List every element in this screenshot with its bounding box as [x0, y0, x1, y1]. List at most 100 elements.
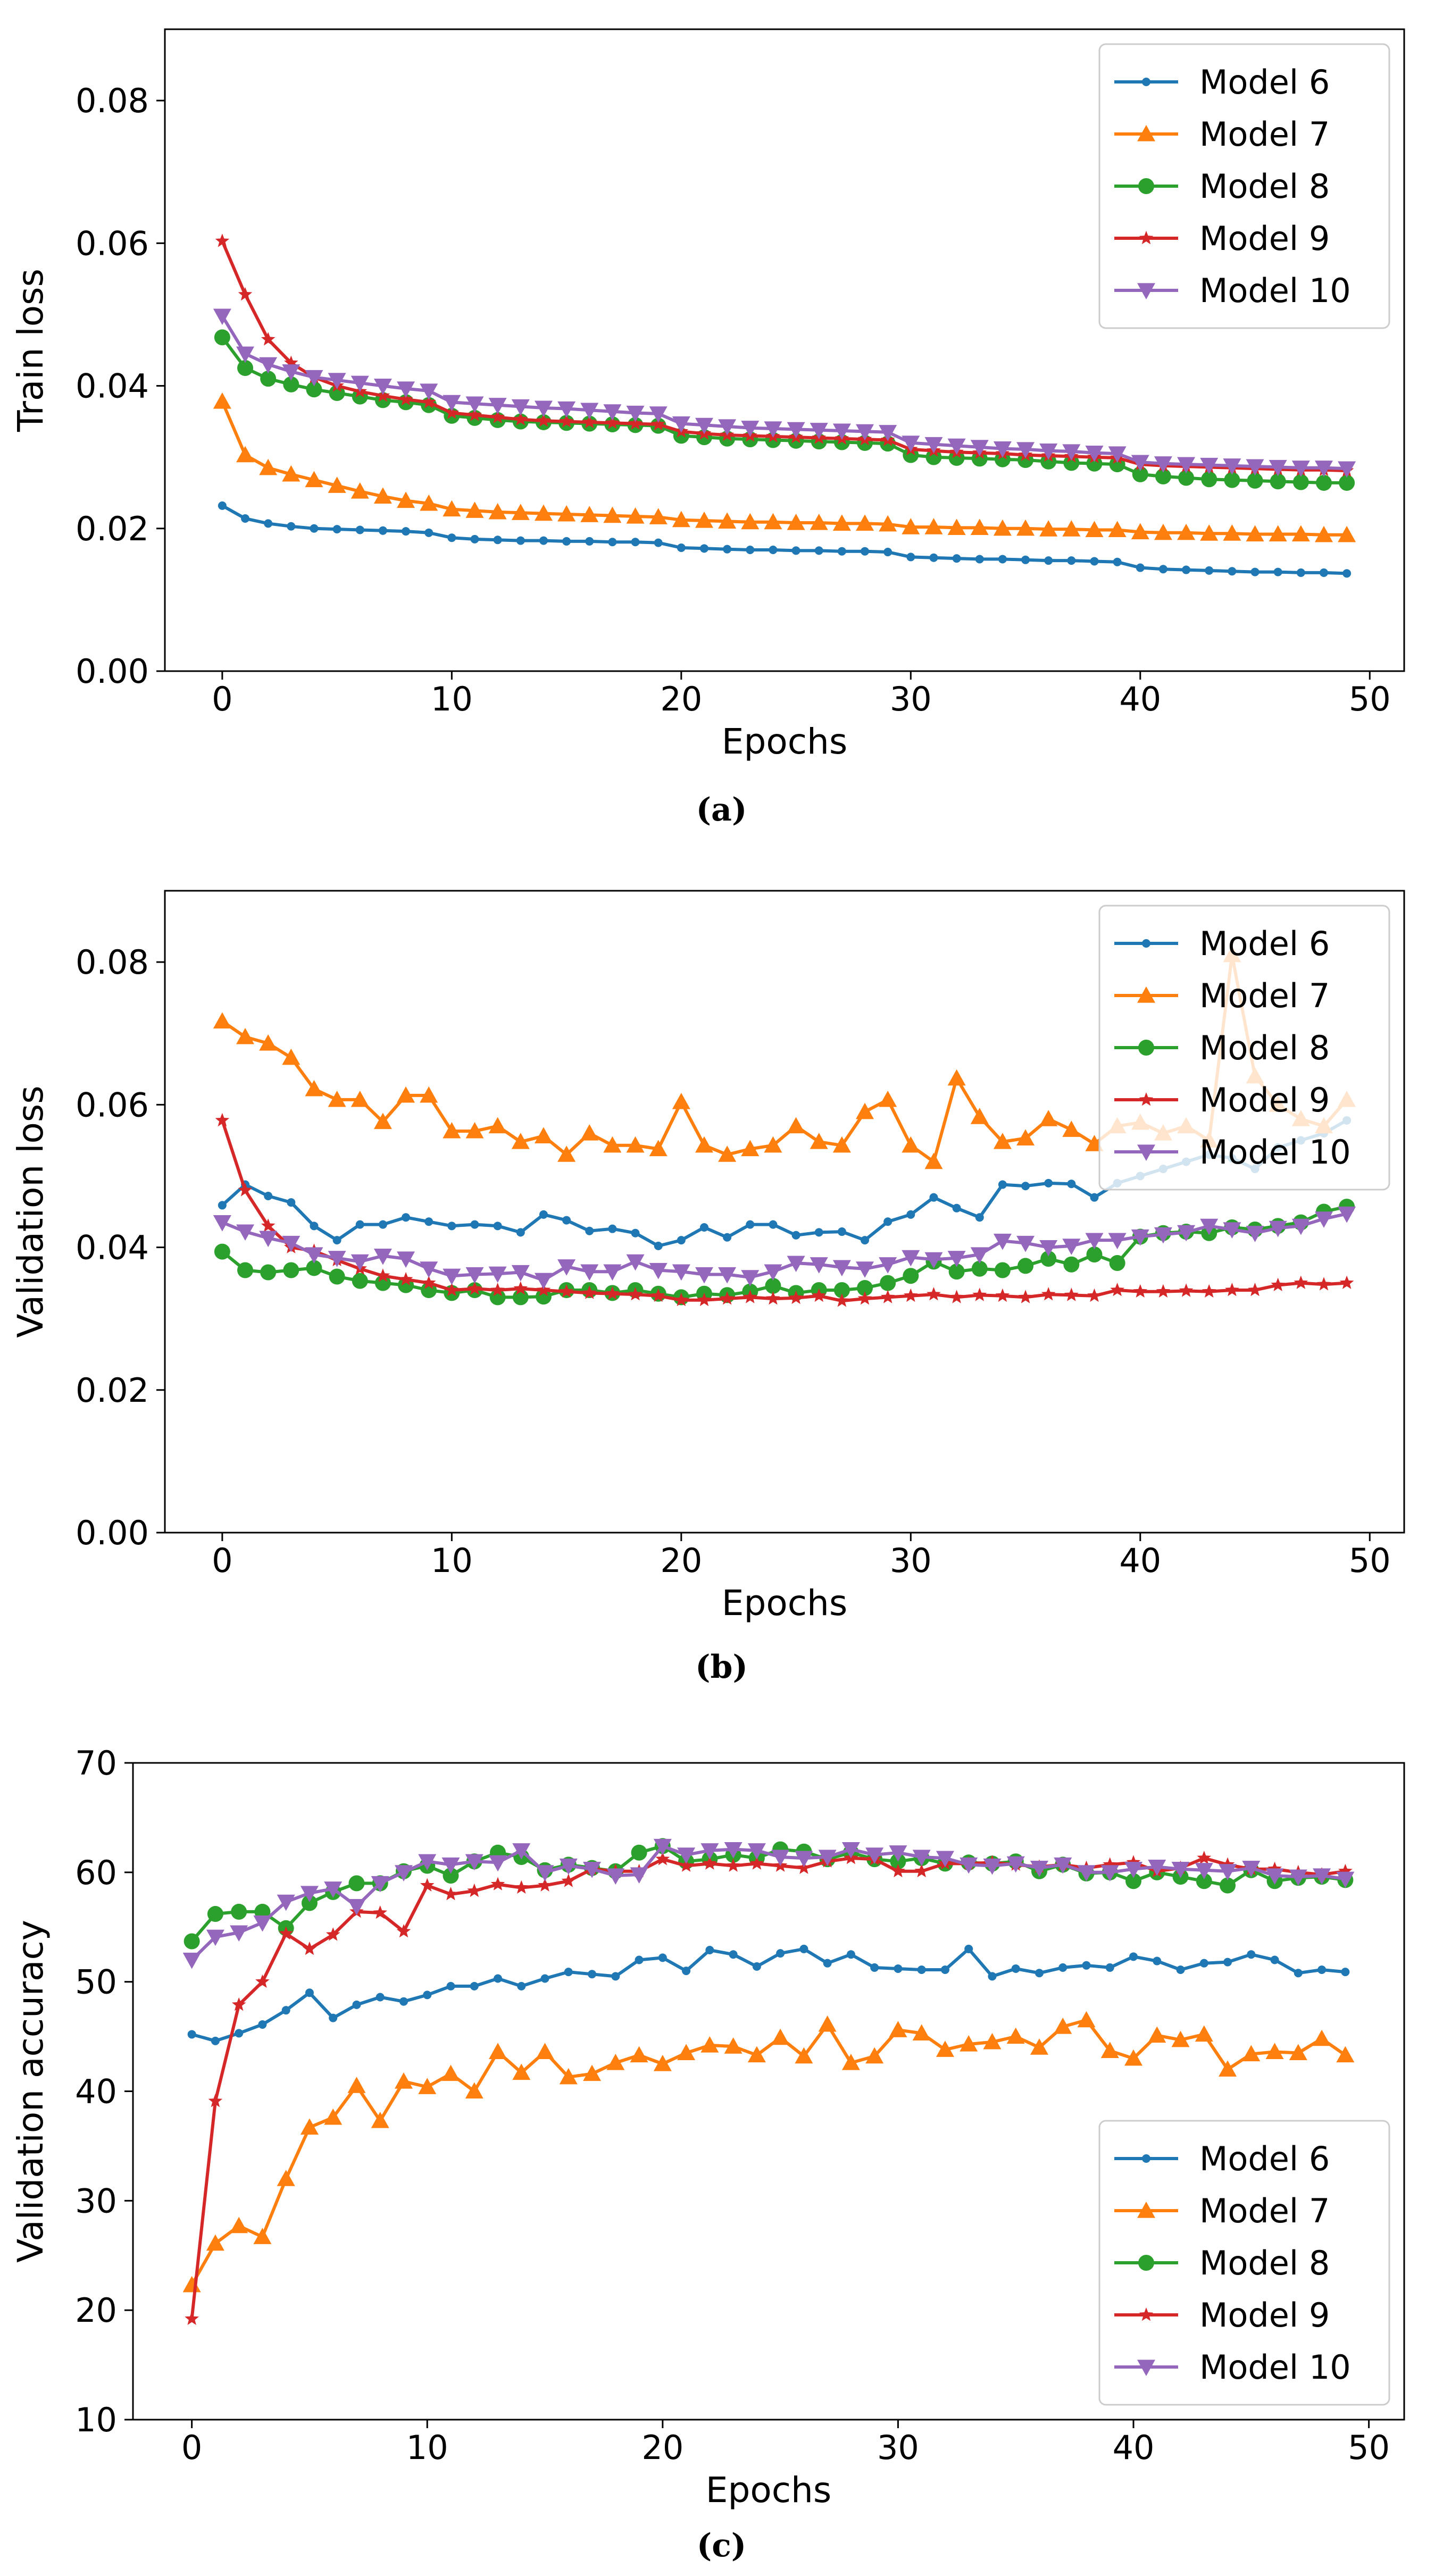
chart-1-point-model-9	[628, 1287, 643, 1301]
chart-2-point-model-6	[682, 1967, 691, 1976]
chart-2-point-model-9	[561, 1874, 576, 1887]
chart-1-point-model-9	[766, 1291, 780, 1305]
chart-1-y-axis-label: Validation loss	[10, 1085, 51, 1337]
chart-0-point-model-6	[264, 519, 273, 528]
chart-2-point-model-7	[1171, 2030, 1190, 2047]
chart-0-point-model-6	[608, 538, 617, 547]
chart-1-point-model-9	[1018, 1290, 1033, 1303]
chart-0-point-model-7	[1177, 523, 1196, 540]
chart-1-point-model-10	[1314, 1211, 1333, 1228]
chart-1-point-model-6	[562, 1216, 571, 1225]
chart-2-point-model-6	[376, 1993, 385, 2002]
chart-2-legend-box	[1098, 2120, 1390, 2406]
chart-0-point-model-7	[856, 514, 874, 531]
chart-0-point-model-7	[832, 514, 851, 531]
chart-2-point-model-10	[277, 1894, 295, 1911]
chart-0-point-model-10	[1246, 459, 1264, 476]
chart-2-point-model-7	[747, 2046, 766, 2063]
chart-1-point-model-8	[1109, 1255, 1125, 1272]
chart-0-point-model-6	[378, 526, 387, 535]
chart-2-line-model-6	[191, 1947, 1346, 2043]
chart-0-point-model-7	[1085, 521, 1104, 538]
chart-2-point-model-6	[564, 1968, 573, 1977]
chart-2-point-model-6	[846, 1950, 855, 1959]
chart-1-point-model-6	[447, 1222, 456, 1231]
chart-2-point-model-10	[394, 1865, 413, 1881]
chart-0-point-model-6	[539, 536, 548, 545]
chart-1-point-model-9	[1316, 1277, 1331, 1291]
chart-0-y-axis-label: Train loss	[10, 269, 51, 432]
chart-0-legend-marker-model-7	[1137, 125, 1155, 141]
chart-2-point-model-7	[1030, 2038, 1048, 2055]
chart-1-point-model-6	[769, 1220, 778, 1229]
chart-2-point-model-6	[1317, 1966, 1327, 1975]
chart-0-point-model-9	[582, 415, 597, 429]
chart-1-point-model-10	[282, 1235, 301, 1252]
chart-2-point-model-9	[490, 1877, 505, 1891]
chart-2-point-model-10	[1336, 1871, 1355, 1888]
chart-2-point-model-9	[726, 1858, 740, 1872]
chart-2-line-model-8	[190, 1844, 1346, 1943]
chart-0-point-model-6	[631, 538, 640, 547]
chart-2-point-model-6	[705, 1945, 714, 1954]
chart-0-point-model-6	[1250, 567, 1260, 576]
chart-0-point-model-7	[902, 518, 920, 534]
chart-2-point-model-6	[752, 1962, 761, 1971]
chart-1-point-model-7	[924, 1152, 943, 1169]
chart-2-legend-marker-model-9	[1139, 2307, 1154, 2321]
chart-1-point-model-9	[949, 1290, 964, 1303]
chart-1-point-model-8	[214, 1243, 230, 1260]
chart-1-point-model-7	[832, 1136, 851, 1153]
chart-2-point-model-9	[467, 1883, 482, 1897]
chart-2-point-model-7	[559, 2068, 578, 2085]
chart-0-x-tick-label: 50	[1349, 680, 1391, 718]
chart-1-point-model-7	[1016, 1129, 1035, 1145]
chart-2-x-tick-label: 0	[181, 2428, 202, 2467]
chart-1-point-model-7	[787, 1117, 805, 1134]
chart-1-point-model-6	[218, 1201, 227, 1210]
chart-1-point-model-9	[559, 1284, 574, 1298]
chart-0-point-model-10	[420, 383, 438, 400]
chart-0-point-model-7	[764, 513, 782, 530]
chart-0-point-model-7	[947, 518, 966, 536]
chart-0-point-model-7	[328, 476, 346, 493]
chart-0-point-model-8	[1270, 473, 1286, 490]
chart-2-point-model-10	[230, 1925, 248, 1942]
chart-0-legend-label-model-9: Model 9	[1199, 219, 1330, 258]
chart-0-point-model-6	[402, 527, 411, 536]
chart-1-point-model-8	[857, 1279, 873, 1296]
chart-1-point-model-7	[236, 1027, 255, 1044]
chart-1-point-model-6	[837, 1227, 846, 1236]
chart-0-point-model-6	[1205, 566, 1214, 575]
chart-2-point-model-7	[371, 2112, 389, 2128]
validation-loss-chart: 0 10 20 30 40 50 0.00 0.02 0.04 0.06 0.08 Epochs Val…	[10, 890, 1405, 1624]
chart-0-point-model-7	[557, 505, 576, 522]
chart-1-point-model-10	[1085, 1233, 1104, 1250]
chart-2-point-model-7	[253, 2228, 272, 2244]
chart-1-point-model-8	[903, 1268, 919, 1284]
chart-1-x-tick-label: 40	[1119, 1541, 1161, 1580]
chart-1-point-model-6	[1090, 1193, 1099, 1202]
chart-1-point-model-6	[310, 1222, 319, 1231]
chart-2-legend-label-model-6: Model 6	[1199, 2139, 1330, 2178]
chart-0-point-model-10	[236, 346, 255, 363]
chart-1-x-tick-label: 20	[660, 1541, 702, 1580]
chart-2-y-tick-label: 10	[75, 2401, 117, 2439]
chart-0-point-model-8	[1339, 474, 1355, 491]
chart-0-point-model-8	[1132, 466, 1148, 482]
chart-2-y-tick-label: 60	[75, 1853, 117, 1892]
chart-2-point-model-6	[917, 1966, 926, 1975]
chart-0-point-model-7	[1108, 521, 1127, 538]
chart-0-legend-marker-model-6	[1142, 78, 1150, 86]
chart-0-point-model-7	[718, 512, 737, 529]
chart-0-point-model-7	[511, 504, 530, 520]
chart-1-point-model-9	[1110, 1283, 1124, 1297]
chart-1-legend-label-model-9: Model 9	[1199, 1081, 1330, 1119]
chart-0-point-model-9	[490, 409, 505, 423]
chart-1-point-model-7	[511, 1133, 530, 1149]
chart-1-point-model-9	[513, 1281, 528, 1295]
chart-1-point-model-9	[582, 1285, 597, 1299]
chart-2-point-model-10	[441, 1857, 460, 1874]
chart-2-point-model-9	[255, 1974, 270, 1988]
